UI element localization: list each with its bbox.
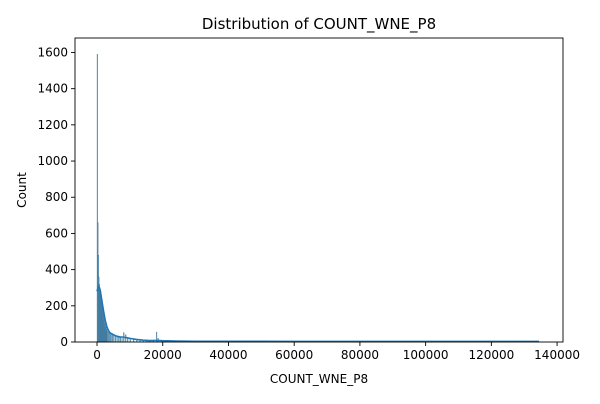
histogram-bar [112, 335, 113, 342]
histogram-bar [107, 331, 108, 342]
x-axis-label: COUNT_WNE_P8 [270, 372, 368, 386]
y-tick-label: 1200 [37, 118, 68, 132]
histogram-bar [117, 337, 118, 342]
y-tick-label: 1600 [37, 45, 68, 59]
y-tick-label: 800 [45, 190, 68, 204]
x-tick-label: 60000 [275, 348, 313, 362]
y-tick-label: 1400 [37, 82, 68, 96]
x-tick-label: 100000 [403, 348, 449, 362]
y-axis-label: Count [15, 172, 29, 208]
x-tick-label: 120000 [468, 348, 514, 362]
y-tick-label: 1000 [37, 154, 68, 168]
kde-layer [97, 287, 539, 342]
y-axis-ticks: 0 200 400 600 800 1000 1200 1400 1600 [37, 45, 75, 349]
histogram-bar [113, 336, 114, 342]
y-tick-label: 0 [60, 335, 68, 349]
histogram-bar [125, 335, 126, 342]
y-tick-label: 400 [45, 263, 68, 277]
x-tick-label: 140000 [534, 348, 580, 362]
chart-title: Distribution of COUNT_WNE_P8 [202, 15, 436, 34]
x-tick-label: 80000 [341, 348, 379, 362]
kde-line [97, 287, 539, 342]
histogram-bar [109, 333, 110, 342]
bars-layer [97, 54, 538, 342]
y-tick-label: 600 [45, 226, 68, 240]
histogram-bar [110, 334, 111, 342]
x-tick-label: 20000 [144, 348, 182, 362]
histogram-bar [118, 337, 119, 342]
x-axis-ticks: 0 20000 40000 60000 80000 100000 120000 140000 [93, 342, 580, 362]
x-tick-label: 40000 [209, 348, 247, 362]
histogram-bar [111, 334, 112, 342]
plot-frame [75, 38, 563, 342]
x-tick-label: 0 [93, 348, 101, 362]
histogram-bar [120, 338, 121, 342]
y-tick-label: 200 [45, 299, 68, 313]
histogram-bar [108, 332, 109, 342]
histogram-bar [122, 338, 123, 342]
histogram-bar [115, 337, 116, 342]
